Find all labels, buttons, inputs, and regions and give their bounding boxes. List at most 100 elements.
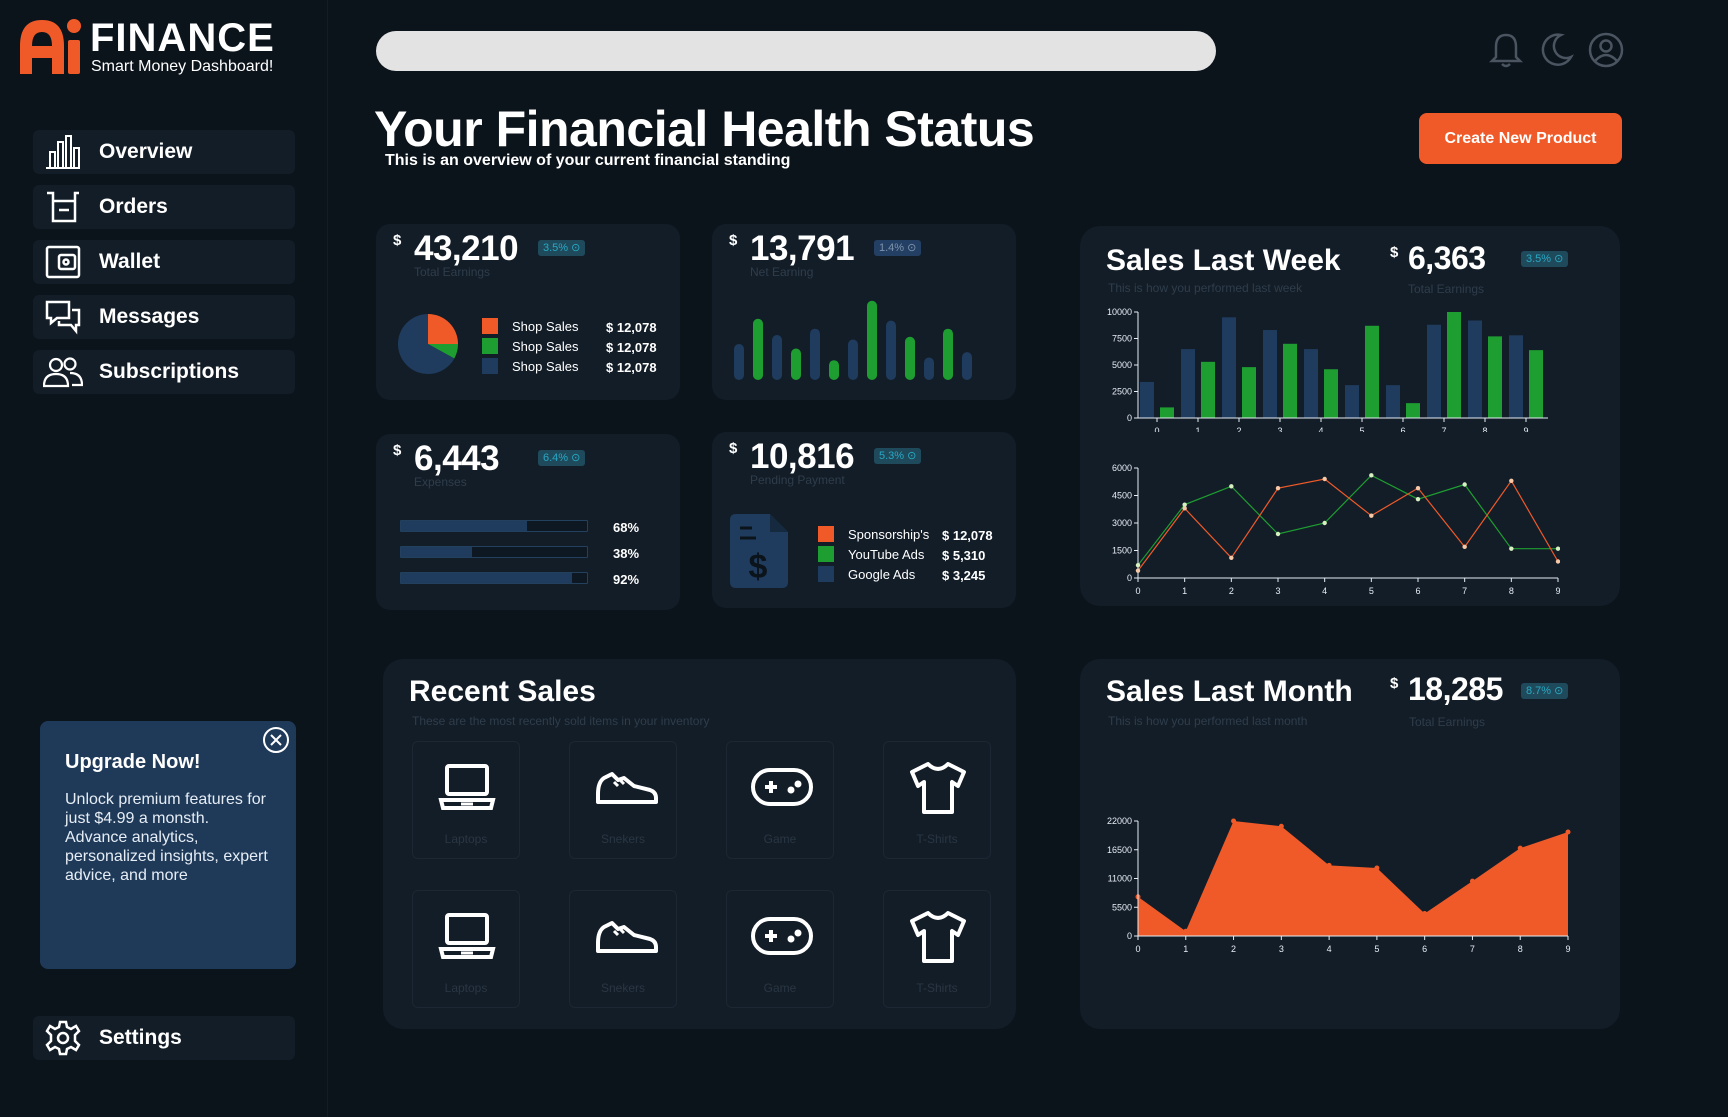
create-product-button[interactable]: Create New Product — [1419, 113, 1622, 164]
x-tick-label: 9 — [1555, 586, 1560, 594]
week-line-point — [1462, 544, 1467, 550]
x-tick-label: 7 — [1470, 944, 1475, 954]
week-line-point — [1229, 555, 1234, 561]
user-icon[interactable] — [1587, 31, 1625, 69]
week-line-point — [1322, 520, 1327, 526]
brand-name: FINANCE — [90, 16, 275, 60]
mini-bar — [753, 318, 763, 380]
legend-value: $ 5,310 — [942, 548, 986, 563]
close-icon[interactable] — [262, 726, 290, 754]
week-bar — [1365, 325, 1379, 418]
x-tick-label: 8 — [1518, 944, 1523, 954]
tile-label: T-Shirts — [916, 981, 958, 995]
card-title: Recent Sales — [409, 675, 596, 708]
bell-icon[interactable] — [1487, 31, 1525, 69]
recent-sale-tile[interactable]: Snekers — [569, 741, 677, 859]
recent-sale-tile[interactable]: Laptops — [412, 741, 520, 859]
week-bar — [1201, 361, 1215, 418]
sidebar-item-subscriptions[interactable]: Subscriptions — [33, 350, 295, 394]
sidebar-item-settings[interactable]: Settings — [33, 1016, 295, 1060]
y-tick-label: 5000 — [1112, 360, 1132, 370]
week-bar-chart: 0 2500 5000 7500 10000 0 1 2 3 4 5 6 7 8 9 — [1107, 307, 1548, 432]
recent-sale-tile[interactable]: T-Shirts — [883, 741, 991, 859]
week-bar — [1447, 312, 1461, 418]
recent-sale-tile[interactable]: T-Shirts — [883, 890, 991, 1008]
gamepad-icon — [751, 768, 813, 806]
progress-label: 68% — [613, 520, 640, 535]
net-earning-amount: 13,791 — [750, 229, 855, 268]
x-tick-label: 3 — [1275, 586, 1280, 594]
sidebar-item-label: Wallet — [99, 250, 161, 273]
week-bar — [1529, 350, 1543, 418]
card-label: Pending Payment — [750, 473, 845, 487]
recent-sale-tile[interactable]: Game — [726, 890, 834, 1008]
mini-bar — [734, 344, 744, 380]
month-area-point — [1469, 878, 1475, 884]
legend-item: YouTube Ads — [818, 546, 924, 562]
y-tick-label: 6000 — [1112, 463, 1132, 473]
currency-symbol: $ — [1390, 675, 1399, 692]
invoice-dollar-icon: $ — [730, 514, 788, 588]
legend-value: $ 12,078 — [606, 360, 657, 375]
messages-icon — [39, 295, 87, 339]
week-line-point — [1415, 485, 1421, 491]
x-tick-label: 1 — [1183, 944, 1188, 954]
sidebar-item-overview[interactable]: Overview — [33, 130, 295, 174]
sneaker-icon — [596, 921, 658, 953]
y-tick-label: 0 — [1127, 413, 1132, 423]
progress-label: 92% — [613, 572, 640, 587]
mini-bar — [867, 300, 877, 380]
recent-sale-tile[interactable]: Snekers — [569, 890, 677, 1008]
expenses-amount: 6,443 — [414, 439, 500, 478]
week-bar — [1222, 317, 1236, 418]
recent-sale-tile[interactable]: Game — [726, 741, 834, 859]
x-tick-label: 0 — [1135, 586, 1140, 594]
week-bar — [1263, 330, 1277, 418]
week-line-point — [1415, 496, 1421, 502]
currency-symbol: $ — [393, 232, 402, 249]
x-tick-label: 9 — [1523, 426, 1528, 432]
week-bar — [1345, 385, 1359, 418]
week-line-point — [1462, 482, 1467, 487]
month-area-point — [1565, 829, 1571, 835]
card-subtitle: These are the most recently sold items i… — [412, 714, 710, 728]
week-bar — [1181, 349, 1195, 418]
progress-label: 38% — [613, 546, 640, 561]
x-tick-label: 4 — [1322, 586, 1327, 594]
progress-bar — [400, 546, 588, 558]
y-tick-label: 16500 — [1107, 845, 1132, 855]
search-input[interactable] — [376, 31, 1216, 71]
net-earning-bar-chart — [734, 300, 972, 380]
page-title: Your Financial Health Status — [374, 101, 1035, 157]
x-tick-label: 0 — [1135, 944, 1140, 954]
x-tick-label: 1 — [1195, 426, 1200, 432]
basket-icon — [39, 185, 87, 229]
x-tick-label: 5 — [1369, 586, 1374, 594]
week-line-series — [1137, 474, 1558, 566]
week-line-point — [1275, 531, 1281, 537]
y-tick-label: 5500 — [1112, 902, 1132, 912]
brand-mark-icon — [20, 19, 81, 74]
sidebar-item-wallet[interactable]: Wallet — [33, 240, 295, 284]
week-line-point — [1322, 476, 1327, 482]
pie-slice — [398, 314, 455, 374]
recent-sale-tile[interactable]: Laptops — [412, 890, 520, 1008]
week-line-point — [1275, 485, 1281, 491]
week-line-point — [1555, 559, 1560, 564]
sidebar-item-messages[interactable]: Messages — [33, 295, 295, 339]
month-area-point — [1517, 845, 1523, 851]
moon-icon[interactable] — [1537, 31, 1575, 69]
week-bar — [1386, 385, 1400, 418]
x-tick-label: 3 — [1277, 426, 1282, 432]
trend-badge: 3.5% ⊙ — [1521, 251, 1569, 267]
month-area-point — [1231, 818, 1237, 824]
legend-item: Shop Sales — [482, 338, 579, 354]
legend-item: Shop Sales — [482, 358, 579, 374]
week-line-point — [1509, 546, 1514, 551]
trend-badge: 8.7% ⊙ — [1521, 683, 1569, 699]
month-area-point — [1326, 862, 1332, 868]
y-tick-label: 4500 — [1112, 491, 1132, 501]
week-line-point — [1182, 502, 1187, 507]
sidebar-item-orders[interactable]: Orders — [33, 185, 295, 229]
upgrade-title: Upgrade Now! — [65, 751, 201, 773]
